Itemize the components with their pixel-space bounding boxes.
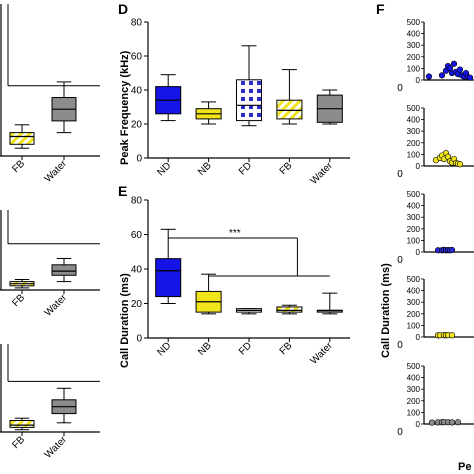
- e-nd-box: [155, 258, 182, 298]
- f-row-3-y-tick-label: 200: [407, 225, 421, 234]
- f-row-3-y-tick-label: 100: [407, 236, 421, 245]
- f-row-1-y-tick-label: 200: [407, 53, 421, 62]
- f-row-5-y-tick-label: 0: [416, 420, 421, 429]
- f-row-5-y-tick-label: 400: [407, 374, 421, 383]
- f-row-4-y-tick-label: 500: [407, 275, 421, 284]
- panel-e-call-duration: 0 20 40 60 80 ND NB FD FB Water ***: [131, 196, 350, 367]
- f-row-5-point: [454, 419, 462, 426]
- e-y-tick-label: 0: [136, 334, 142, 345]
- panel-label-d: D: [118, 1, 128, 17]
- f-row-2-y-tick-label: 500: [407, 104, 421, 113]
- f-y-axis-title: Call Duration (ms): [380, 263, 392, 358]
- f-row-3-y-tick-label: 500: [407, 190, 421, 199]
- e-category-label: FD: [237, 340, 254, 357]
- d-category-label: NB: [196, 160, 214, 178]
- f-row-3-y-tick-label: 300: [407, 213, 421, 222]
- f-row-2-y-tick-label: 300: [407, 127, 421, 136]
- panel-f-scatter: 0 100 200 300 400 500 0 0 100 200 300 400 500 0 0 100 20…: [397, 18, 474, 438]
- f-row-5-y-tick-label: 300: [407, 385, 421, 394]
- f-row-1-point: [456, 66, 464, 73]
- d-category-label: ND: [155, 160, 173, 178]
- e-y-tick-label: 60: [131, 230, 143, 241]
- d-y-tick-label: 40: [131, 86, 143, 97]
- f-row-5-y-tick-label: 100: [407, 408, 421, 417]
- f-row-5-point: [448, 419, 456, 426]
- f-row-4-y-tick-label: 100: [407, 321, 421, 330]
- f-row-4-y-tick-label: 200: [407, 310, 421, 319]
- f-row-1-y-tick-label: 500: [407, 18, 421, 27]
- e-category-label: NB: [196, 340, 214, 358]
- f-row-5-y-tick-label: 200: [407, 397, 421, 406]
- panel-d-peak-frequency: 0 20 40 60 80 ND NB FD FB Water: [131, 18, 350, 187]
- left-1-category-label: Water: [43, 158, 70, 185]
- f-row-1-y-tick-label: 100: [407, 64, 421, 73]
- f-row-4-point: [448, 332, 456, 339]
- f-row-1-point: [438, 72, 446, 79]
- left-2-category-label: FB: [10, 292, 27, 309]
- d-category-label: FD: [237, 160, 254, 177]
- d-fb-box: [276, 99, 303, 120]
- left-2-water-box: [51, 264, 77, 276]
- f-row-1-point: [466, 74, 474, 81]
- d-y-tick-label: 60: [131, 52, 143, 63]
- f-row-1-y-tick-label: 400: [407, 30, 421, 39]
- e-significance-marker: ***: [229, 228, 241, 239]
- e-category-label: ND: [155, 340, 173, 358]
- f-row-2-y-tick-label: 0: [416, 162, 421, 171]
- f-row-4-y-tick-label: 400: [407, 287, 421, 296]
- f-row-3-y-tick-label: 400: [407, 202, 421, 211]
- d-y-tick-label: 20: [131, 120, 143, 131]
- d-category-label: FB: [278, 160, 295, 177]
- left-1-fb-box: [9, 132, 35, 145]
- f-row-3-y-tick-label: 0: [416, 248, 421, 257]
- d-category-label: Water: [309, 160, 336, 187]
- f-row-3-point: [448, 246, 456, 254]
- left-partial-panels: FB Water FB Water FB Water: [0, 4, 100, 461]
- e-y-axis-title: Call Duration (ms): [119, 273, 131, 368]
- f-row-1-y-tick-label: 0: [416, 76, 421, 85]
- f-row-5-point: [428, 419, 436, 426]
- e-category-label: FB: [278, 340, 295, 357]
- f-row-2-x-tick-label: 0: [397, 169, 403, 180]
- f-row-4-y-tick-label: 0: [416, 333, 421, 342]
- e-category-label: Water: [309, 340, 336, 367]
- e-fb-box: [276, 306, 303, 313]
- d-y-axis-title: Peak Frequency (kHz): [119, 50, 131, 165]
- left-3-category-label: FB: [10, 434, 27, 451]
- f-row-3-x-tick-label: 0: [397, 255, 403, 266]
- f-row-2-y-tick-label: 400: [407, 116, 421, 125]
- panel-label-f: F: [376, 1, 385, 17]
- f-row-5-y-tick-label: 500: [407, 362, 421, 371]
- left-3-fb-box: [9, 420, 35, 428]
- e-y-tick-label: 80: [131, 196, 143, 207]
- d-fd-box: [235, 79, 263, 122]
- f-x-axis-title: Pe: [458, 461, 471, 473]
- f-row-2-y-tick-label: 200: [407, 139, 421, 148]
- f-row-1-y-tick-label: 300: [407, 41, 421, 50]
- f-row-1-point: [425, 73, 433, 80]
- f-row-2-point: [456, 161, 464, 168]
- f-row-1-point: [450, 60, 458, 67]
- f-row-5-x-tick-label: 0: [397, 427, 403, 438]
- e-y-tick-label: 40: [131, 265, 143, 276]
- f-row-2-y-tick-label: 100: [407, 150, 421, 159]
- e-y-tick-label: 20: [131, 299, 143, 310]
- f-row-1-x-tick-label: 0: [397, 83, 403, 94]
- panel-label-e: E: [118, 183, 127, 199]
- left-2-category-label: Water: [43, 292, 70, 319]
- f-row-4-y-tick-label: 300: [407, 298, 421, 307]
- left-3-category-label: Water: [43, 434, 70, 461]
- d-y-tick-label: 0: [136, 154, 142, 165]
- d-y-tick-label: 80: [131, 18, 143, 29]
- left-1-category-label: FB: [10, 158, 27, 175]
- f-row-4-x-tick-label: 0: [397, 340, 403, 351]
